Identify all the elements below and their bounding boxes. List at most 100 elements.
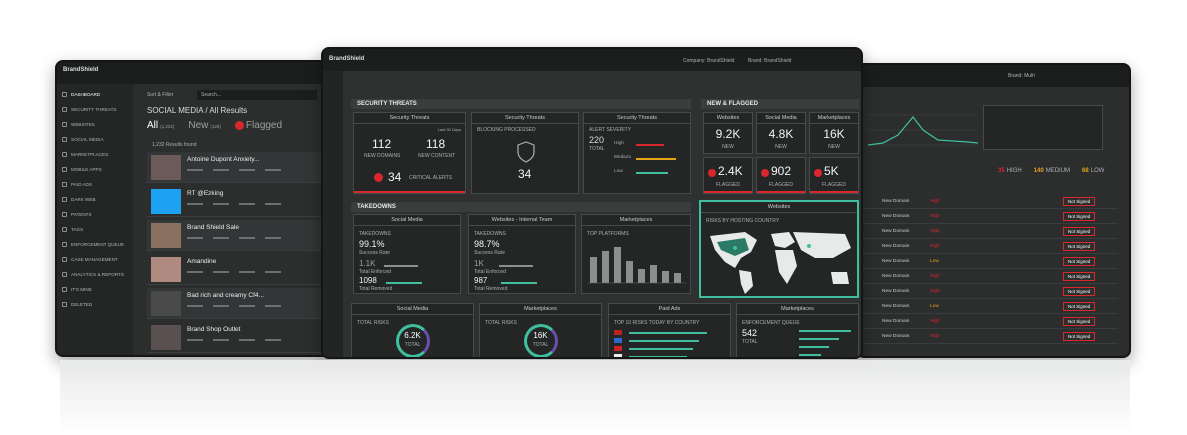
center-screen: BrandShield Company: BrandShield Brand: … <box>321 47 863 359</box>
accent <box>757 191 805 193</box>
action-btn[interactable]: Not Signed <box>1063 272 1096 281</box>
meta <box>213 305 229 307</box>
section-header: TAKEDOWNS <box>351 202 691 212</box>
action-btn[interactable]: Not Signed <box>1063 287 1096 296</box>
bar <box>799 354 821 356</box>
search[interactable]: Search... <box>197 90 317 100</box>
bottom-card: Social Media TOTAL RISKS 6.2K TOTAL <box>351 303 474 357</box>
rate-label: Success Rate <box>359 250 390 256</box>
takedown-card: Websites - Internal Team TAKEDOWNS 98.7% Su… <box>468 214 576 294</box>
threats-card: Security Threats Last 30 Days 112 NEW DO… <box>353 112 466 194</box>
flagged-label: FLAGGED <box>716 182 740 188</box>
post-row: Amandine <box>147 254 329 285</box>
flag-icon <box>234 121 244 130</box>
severity-total: 220 <box>589 135 605 145</box>
period: Last 30 Days <box>437 127 461 132</box>
bar <box>799 330 851 332</box>
action-btn[interactable]: Not Signed <box>1063 212 1096 221</box>
row-name: New Domain <box>882 229 910 234</box>
heading: SOCIAL MEDIA / All Results <box>147 106 248 115</box>
table-row: New Domain High Not Signed <box>858 285 1118 299</box>
enforced: 1.1K <box>359 259 376 268</box>
nav-item[interactable]: MOBILE APPS <box>71 167 102 172</box>
nav-item[interactable]: ENFORCEMENT QUEUE <box>71 242 125 247</box>
bar <box>629 356 687 357</box>
removed-label: Total Removed <box>359 286 393 292</box>
card-label: BLOCKING PROCESSED <box>477 127 536 133</box>
brand-filter[interactable]: Brand: BrandShield <box>748 58 792 64</box>
action-btn[interactable]: Not Signed <box>1063 197 1096 206</box>
nav-icon <box>62 227 67 232</box>
meta <box>239 203 255 205</box>
nav-icon <box>62 167 67 172</box>
card-label: ENFORCEMENT QUEUE <box>742 320 800 326</box>
nav-item[interactable]: SECURITY THREATS <box>71 107 117 112</box>
tab-count: (128) <box>210 124 221 129</box>
action-btn[interactable]: Not Signed <box>1063 317 1096 326</box>
level-label: Low <box>614 169 623 174</box>
action-btn[interactable]: Not Signed <box>1063 227 1096 236</box>
nav-item[interactable]: SOCIAL MEDIA <box>71 137 104 142</box>
tab[interactable]: Flagged <box>234 120 283 131</box>
nav-item[interactable]: DARK WEB <box>71 197 96 202</box>
card-label: TAKEDOWNS <box>474 231 506 237</box>
nav-icon <box>62 257 67 262</box>
meta <box>213 237 229 239</box>
tab[interactable]: All (1,232) <box>147 120 174 131</box>
nav-item[interactable]: PATENTS <box>71 212 92 217</box>
nav-item[interactable]: IT'S MINE <box>71 287 92 292</box>
nav-item[interactable]: PAID ADS <box>71 182 92 187</box>
card-title: Security Threats <box>354 115 465 124</box>
brand-filter[interactable]: Brand: Multi <box>1008 73 1035 79</box>
column-title: Websites <box>704 115 752 124</box>
nav-item[interactable]: DASHBOARD <box>71 92 101 97</box>
top-bar <box>57 62 329 84</box>
flagged-card: 5K FLAGGED <box>809 157 859 194</box>
post-row: RT @Ezking <box>147 186 329 217</box>
takedown-card: Social Media TAKEDOWNS 99.1% Success Rate 1.… <box>353 214 461 294</box>
action-btn[interactable]: Not Signed <box>1063 302 1096 311</box>
left-screen: BrandShield DASHBOARD SECURITY THREATS WEB… <box>55 60 331 357</box>
platforms-card: Marketplaces TOP PLATFORMS <box>581 214 691 294</box>
nav-item[interactable]: TAGS <box>71 227 84 232</box>
brand: BrandShield <box>63 67 99 73</box>
rate-label: Success Rate <box>474 250 505 256</box>
new-value: 4.8K <box>768 127 794 141</box>
row-severity: High <box>930 334 940 339</box>
table-row: New Domain High Not Signed <box>858 210 1118 224</box>
bottom-card: Paid Ads TOP 10 RISKS TODAY BY COUNTRY <box>608 303 731 357</box>
nav-icon <box>62 287 67 292</box>
flagged-value: 902 <box>771 164 792 178</box>
flagged-label: FLAGGED <box>822 182 846 188</box>
nav-item[interactable]: WEBSITES <box>71 122 95 127</box>
company-filter[interactable]: Company: BrandShield <box>683 58 735 64</box>
sort-filter[interactable]: Sort & Filter <box>147 92 174 98</box>
tab[interactable]: New (128) <box>188 120 221 131</box>
severity-item: 140 MEDIUM <box>1034 168 1070 174</box>
nav-item[interactable]: MARKETPLACES <box>71 152 109 157</box>
severity-label: MEDIUM <box>1045 168 1071 174</box>
accent <box>704 191 752 193</box>
thumbnail <box>151 291 181 316</box>
shield-icon <box>517 141 535 163</box>
nav-icon <box>62 197 67 202</box>
new-label: NEW <box>775 144 787 150</box>
nav-item[interactable]: ANALYTICS & REPORTS <box>71 272 124 277</box>
nav-icon <box>62 122 67 127</box>
meta <box>187 305 203 307</box>
action-btn[interactable]: Not Signed <box>1063 257 1096 266</box>
nav-item[interactable]: CASE MANAGEMENT <box>71 257 118 262</box>
action-btn[interactable]: Not Signed <box>1063 332 1096 341</box>
flag-icon <box>814 169 822 177</box>
bottom-card: Marketplaces TOTAL RISKS 16K TOTAL <box>479 303 602 357</box>
critical-label: CRITICAL ALERTS <box>409 175 453 181</box>
table-row: New Domain High Not Signed <box>858 315 1118 329</box>
tab-label: All <box>147 120 159 131</box>
action-btn[interactable]: Not Signed <box>1063 242 1096 251</box>
nav-item[interactable]: DELETED <box>71 302 93 307</box>
card-title: Social Media <box>352 306 473 315</box>
donut-value: 6.2K <box>404 331 421 340</box>
post-row: Brand Shop Outlet <box>147 322 329 353</box>
tab-label: New <box>188 120 209 131</box>
tab-label: Flagged <box>245 120 283 131</box>
